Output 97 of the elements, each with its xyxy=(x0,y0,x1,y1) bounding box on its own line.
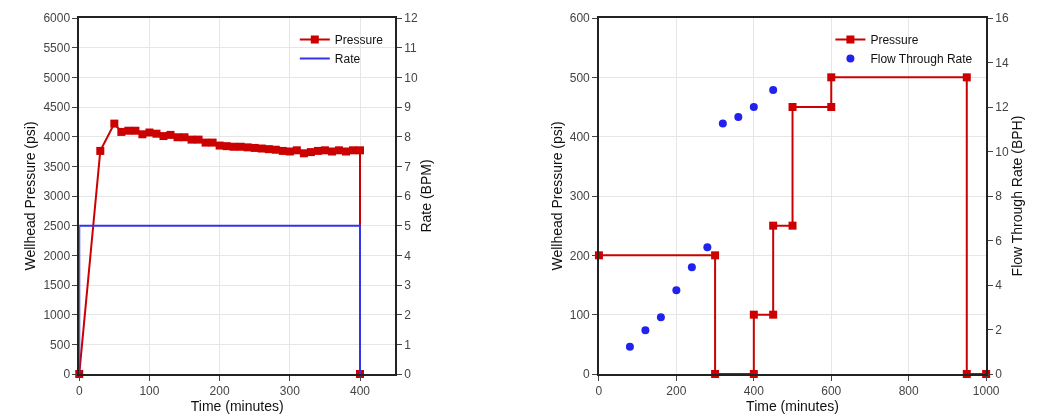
point xyxy=(96,146,105,155)
y2-tick-label: 10 xyxy=(995,144,1009,159)
y2-tick-label: 3 xyxy=(404,278,412,293)
point xyxy=(327,147,336,156)
y-axis-title: Wellhead Pressure (psi) xyxy=(22,121,39,271)
point xyxy=(827,103,836,111)
x-tick-label: 300 xyxy=(279,384,301,399)
y-tick-label: 500 xyxy=(50,337,71,352)
point xyxy=(687,263,696,272)
y2-tick-label: 0 xyxy=(995,367,1003,382)
point xyxy=(152,129,161,138)
point xyxy=(734,113,743,122)
y2-axis-title: Rate (BPM) xyxy=(417,159,434,233)
legend-label: Flow Through Rate xyxy=(870,52,973,67)
y-tick-label: 300 xyxy=(569,189,591,204)
y-tick-label: 3500 xyxy=(43,159,71,174)
x-tick-label: 100 xyxy=(139,384,160,399)
y-tick-label: 5000 xyxy=(43,70,71,85)
point xyxy=(656,313,665,322)
y-tick-label: 4000 xyxy=(43,129,71,144)
point xyxy=(285,147,294,156)
y2-tick-label: 1 xyxy=(404,337,412,352)
legend-label: Pressure xyxy=(870,33,919,48)
point xyxy=(769,86,778,95)
y-tick-label: 500 xyxy=(569,70,591,85)
point xyxy=(641,326,650,335)
y-tick-label: 1500 xyxy=(43,278,71,293)
y-tick-label: 200 xyxy=(569,248,591,263)
point xyxy=(208,138,217,147)
y2-tick-label: 4 xyxy=(995,278,1003,293)
point xyxy=(131,126,140,135)
point xyxy=(672,286,681,295)
x-tick-label: 0 xyxy=(75,384,83,399)
y2-tick-label: 2 xyxy=(995,322,1003,337)
y2-tick-label: 14 xyxy=(995,55,1009,70)
y-tick-label: 4500 xyxy=(43,100,71,115)
x-axis-title: Time (minutes) xyxy=(190,398,284,415)
point xyxy=(341,147,350,156)
point xyxy=(625,342,634,351)
x-tick-label: 400 xyxy=(350,384,371,399)
y-tick-label: 100 xyxy=(569,307,591,322)
y2-tick-label: 16 xyxy=(995,11,1009,26)
y2-tick-label: 12 xyxy=(995,100,1009,115)
y-tick-label: 1000 xyxy=(43,307,71,322)
y2-tick-label: 2 xyxy=(404,307,412,322)
y2-axis-title: Flow Through Rate (BPH) xyxy=(1008,115,1025,277)
y-tick-label: 0 xyxy=(63,367,71,382)
x-tick-label: 200 xyxy=(209,384,230,399)
point xyxy=(703,243,712,252)
y-tick-label: 3000 xyxy=(43,189,71,204)
point xyxy=(718,119,727,128)
point xyxy=(320,146,329,155)
point xyxy=(292,146,301,155)
point xyxy=(827,73,836,82)
y2-tick-label: 5 xyxy=(404,218,412,233)
x-axis-title: Time (minutes) xyxy=(746,398,839,415)
y-tick-label: 2500 xyxy=(43,218,71,233)
point xyxy=(194,135,203,144)
x-tick-label: 200 xyxy=(666,384,687,399)
point xyxy=(962,73,971,82)
y2-tick-label: 11 xyxy=(404,40,418,55)
y2-tick-label: 9 xyxy=(404,100,412,115)
y2-tick-label: 7 xyxy=(404,159,412,174)
y-tick-label: 600 xyxy=(569,11,591,26)
y-tick-label: 6000 xyxy=(43,11,71,26)
point xyxy=(711,251,720,260)
y2-tick-label: 8 xyxy=(404,129,412,144)
y2-tick-label: 12 xyxy=(404,11,418,26)
legend-label: Pressure xyxy=(334,33,384,48)
x-tick-label: 0 xyxy=(595,384,603,399)
point xyxy=(356,146,365,155)
y2-tick-label: 4 xyxy=(404,248,412,263)
point xyxy=(166,130,175,139)
point xyxy=(110,119,119,128)
y2-tick-label: 0 xyxy=(404,367,412,382)
y2-tick-label: 8 xyxy=(995,189,1003,204)
y2-tick-label: 6 xyxy=(404,189,412,204)
x-tick-label: 400 xyxy=(743,384,765,399)
y-axis-title: Wellhead Pressure (psi) xyxy=(548,121,565,271)
point xyxy=(180,133,189,142)
y-tick-label: 2000 xyxy=(43,248,71,263)
y2-tick-label: 10 xyxy=(404,70,418,85)
x-tick-label: 1000 xyxy=(972,384,1000,399)
point xyxy=(749,310,758,319)
x-tick-label: 800 xyxy=(898,384,920,399)
point xyxy=(334,146,343,155)
legend-label: Rate xyxy=(334,52,361,67)
point xyxy=(769,310,778,319)
point xyxy=(769,221,778,230)
point xyxy=(788,221,797,230)
point xyxy=(788,103,797,111)
y-tick-label: 0 xyxy=(583,367,591,382)
point xyxy=(749,103,758,111)
x-tick-label: 600 xyxy=(821,384,842,399)
y-tick-label: 5500 xyxy=(43,40,71,55)
y-tick-label: 400 xyxy=(569,129,591,144)
y2-tick-label: 6 xyxy=(995,233,1003,248)
